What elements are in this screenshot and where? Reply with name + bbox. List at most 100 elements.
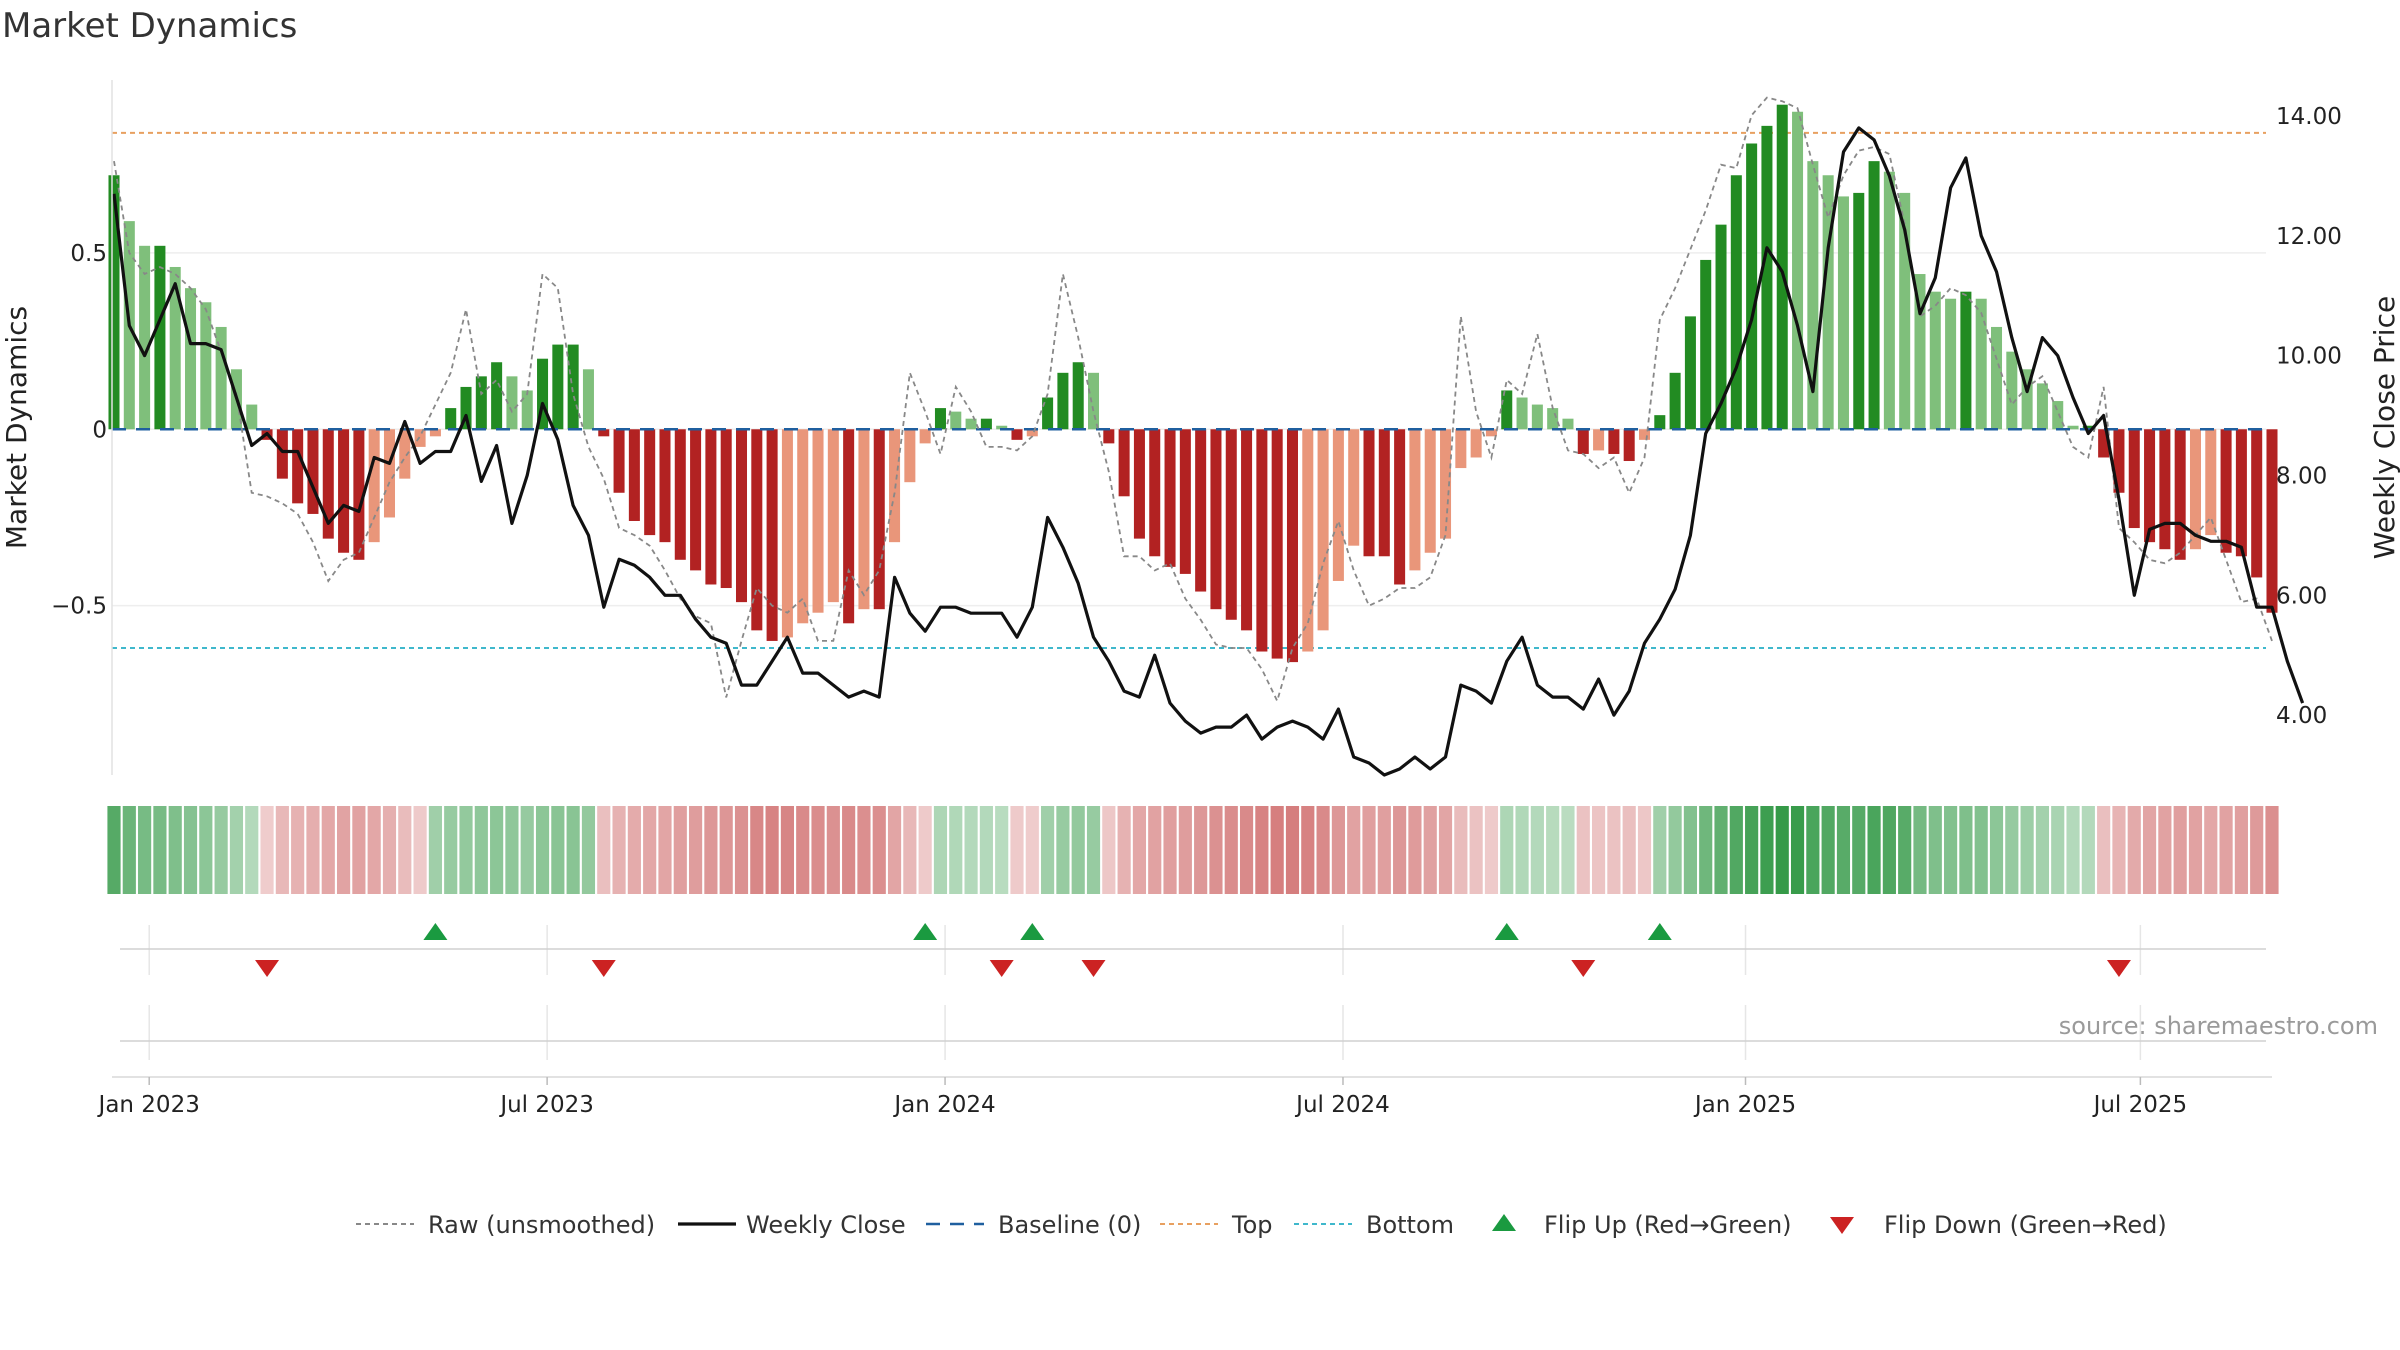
flip-down-marker-0	[255, 960, 280, 977]
regime-cell-4	[168, 806, 182, 894]
dynamics-bar-34	[628, 429, 640, 521]
dynamics-bar-17	[368, 429, 380, 543]
weekly-close-series	[112, 126, 2305, 777]
regime-cell-51	[887, 806, 902, 894]
dynamics-bar-38	[690, 429, 702, 571]
dynamics-bar-122	[1975, 298, 1987, 430]
dynamics-bars	[108, 104, 2278, 663]
dynamics-bar-137	[2205, 429, 2217, 536]
dynamics-bar-102	[1669, 372, 1681, 430]
threshold-lines	[112, 131, 2266, 649]
dynamics-bar-40	[720, 429, 732, 589]
regime-cell-102	[1668, 806, 1682, 894]
x-tick-label-3: Jul 2024	[1294, 1092, 1390, 1118]
dynamics-bar-9	[246, 404, 258, 430]
regime-cell-71	[1194, 806, 1208, 894]
regime-cell-13	[306, 806, 320, 894]
dynamics-bar-30	[567, 344, 579, 430]
regime-cell-42	[750, 806, 764, 894]
dynamics-bar-127	[2052, 401, 2064, 430]
regime-cell-129	[2081, 806, 2095, 894]
dynamics-bar-84	[1394, 429, 1406, 585]
regime-cell-80	[1331, 806, 1345, 894]
dynamics-bar-74	[1241, 429, 1253, 631]
regime-cell-106	[1729, 806, 1743, 894]
dynamics-bar-101	[1654, 415, 1666, 430]
legend-label-bottom: Bottom	[1366, 1211, 1454, 1239]
dynamics-bar-4	[169, 266, 181, 430]
regime-cell-97	[1592, 806, 1606, 894]
regime-cell-134	[2158, 806, 2172, 894]
regime-cell-96	[1576, 806, 1590, 894]
dynamics-bar-94	[1547, 408, 1559, 430]
regime-cell-90	[1484, 806, 1499, 894]
dynamics-bar-23	[460, 386, 472, 430]
dynamics-bar-63	[1072, 362, 1084, 430]
regime-cell-139	[2234, 806, 2248, 894]
regime-cell-52	[903, 806, 917, 894]
regime-cell-99	[1622, 806, 1636, 894]
dynamics-bar-56	[965, 418, 977, 430]
dynamics-bar-44	[781, 429, 793, 638]
regime-cell-12	[291, 806, 305, 894]
dynamics-bar-120	[1945, 298, 1957, 430]
flip-down-marker-5	[2106, 960, 2131, 977]
dynamics-bar-3	[154, 245, 166, 430]
dynamics-bar-77	[1286, 429, 1298, 663]
legend-label-close: Weekly Close	[746, 1211, 906, 1239]
axes: 0.5 0 −0.5 14.00 12.00 10.00 8.00 6.00 4.00 Marke…	[0, 80, 2400, 775]
x-tick-label-5: Jul 2025	[2092, 1092, 2188, 1118]
dynamics-bar-36	[659, 429, 671, 543]
dynamics-bar-45	[797, 429, 809, 624]
dynamics-bar-117	[1899, 192, 1911, 430]
regime-cell-44	[780, 806, 794, 894]
dynamics-bar-15	[338, 429, 350, 553]
flip-up-marker-3	[1494, 923, 1519, 940]
dynamics-bar-92	[1516, 397, 1528, 430]
regime-cell-11	[275, 806, 289, 894]
regime-cell-132	[2127, 806, 2141, 894]
regime-cell-19	[398, 806, 412, 894]
regime-cell-60	[1025, 806, 1039, 894]
regime-cell-105	[1714, 806, 1728, 894]
regime-cell-130	[2097, 806, 2111, 894]
flip-down-marker-1	[591, 960, 616, 977]
regime-cell-91	[1500, 806, 1514, 894]
dynamics-bar-87	[1440, 429, 1452, 539]
dynamics-bar-39	[705, 429, 717, 585]
regime-cell-63	[1071, 806, 1085, 894]
regime-cell-56	[964, 806, 978, 894]
dynamics-bar-90	[1485, 429, 1497, 437]
dynamics-bar-103	[1684, 316, 1696, 430]
regime-cell-110	[1790, 806, 1805, 894]
regime-cell-49	[857, 806, 871, 894]
dynamics-bar-138	[2220, 429, 2232, 553]
dynamics-bar-67	[1133, 429, 1145, 539]
dynamics-bar-70	[1179, 429, 1191, 574]
dynamics-bar-29	[552, 344, 564, 430]
legend-swatch-flip-down	[1830, 1217, 1854, 1234]
regime-cell-26	[505, 806, 519, 894]
dynamics-bar-121	[1960, 291, 1972, 430]
dynamics-bar-71	[1195, 429, 1207, 592]
regime-cell-81	[1347, 806, 1361, 894]
regime-cell-103	[1683, 806, 1697, 894]
regime-cell-115	[1867, 806, 1881, 894]
dynamics-bar-99	[1623, 429, 1635, 462]
regime-cell-9	[245, 806, 259, 894]
regime-cell-82	[1362, 806, 1376, 894]
regime-cell-94	[1546, 806, 1560, 894]
dynamics-bar-128	[2067, 425, 2079, 430]
dynamics-bar-49	[858, 429, 870, 610]
regime-cell-38	[689, 806, 703, 894]
regime-cell-77	[1285, 806, 1300, 894]
regime-cell-116	[1882, 806, 1896, 894]
dynamics-bar-0	[108, 175, 120, 430]
legend-label-raw: Raw (unsmoothed)	[428, 1211, 655, 1239]
regime-cell-39	[704, 806, 718, 894]
dynamics-bar-54	[934, 408, 946, 430]
regime-cell-109	[1775, 806, 1789, 894]
regime-cell-20	[413, 806, 427, 894]
dynamics-bar-131	[2113, 429, 2125, 493]
dynamics-bar-136	[2189, 429, 2201, 550]
